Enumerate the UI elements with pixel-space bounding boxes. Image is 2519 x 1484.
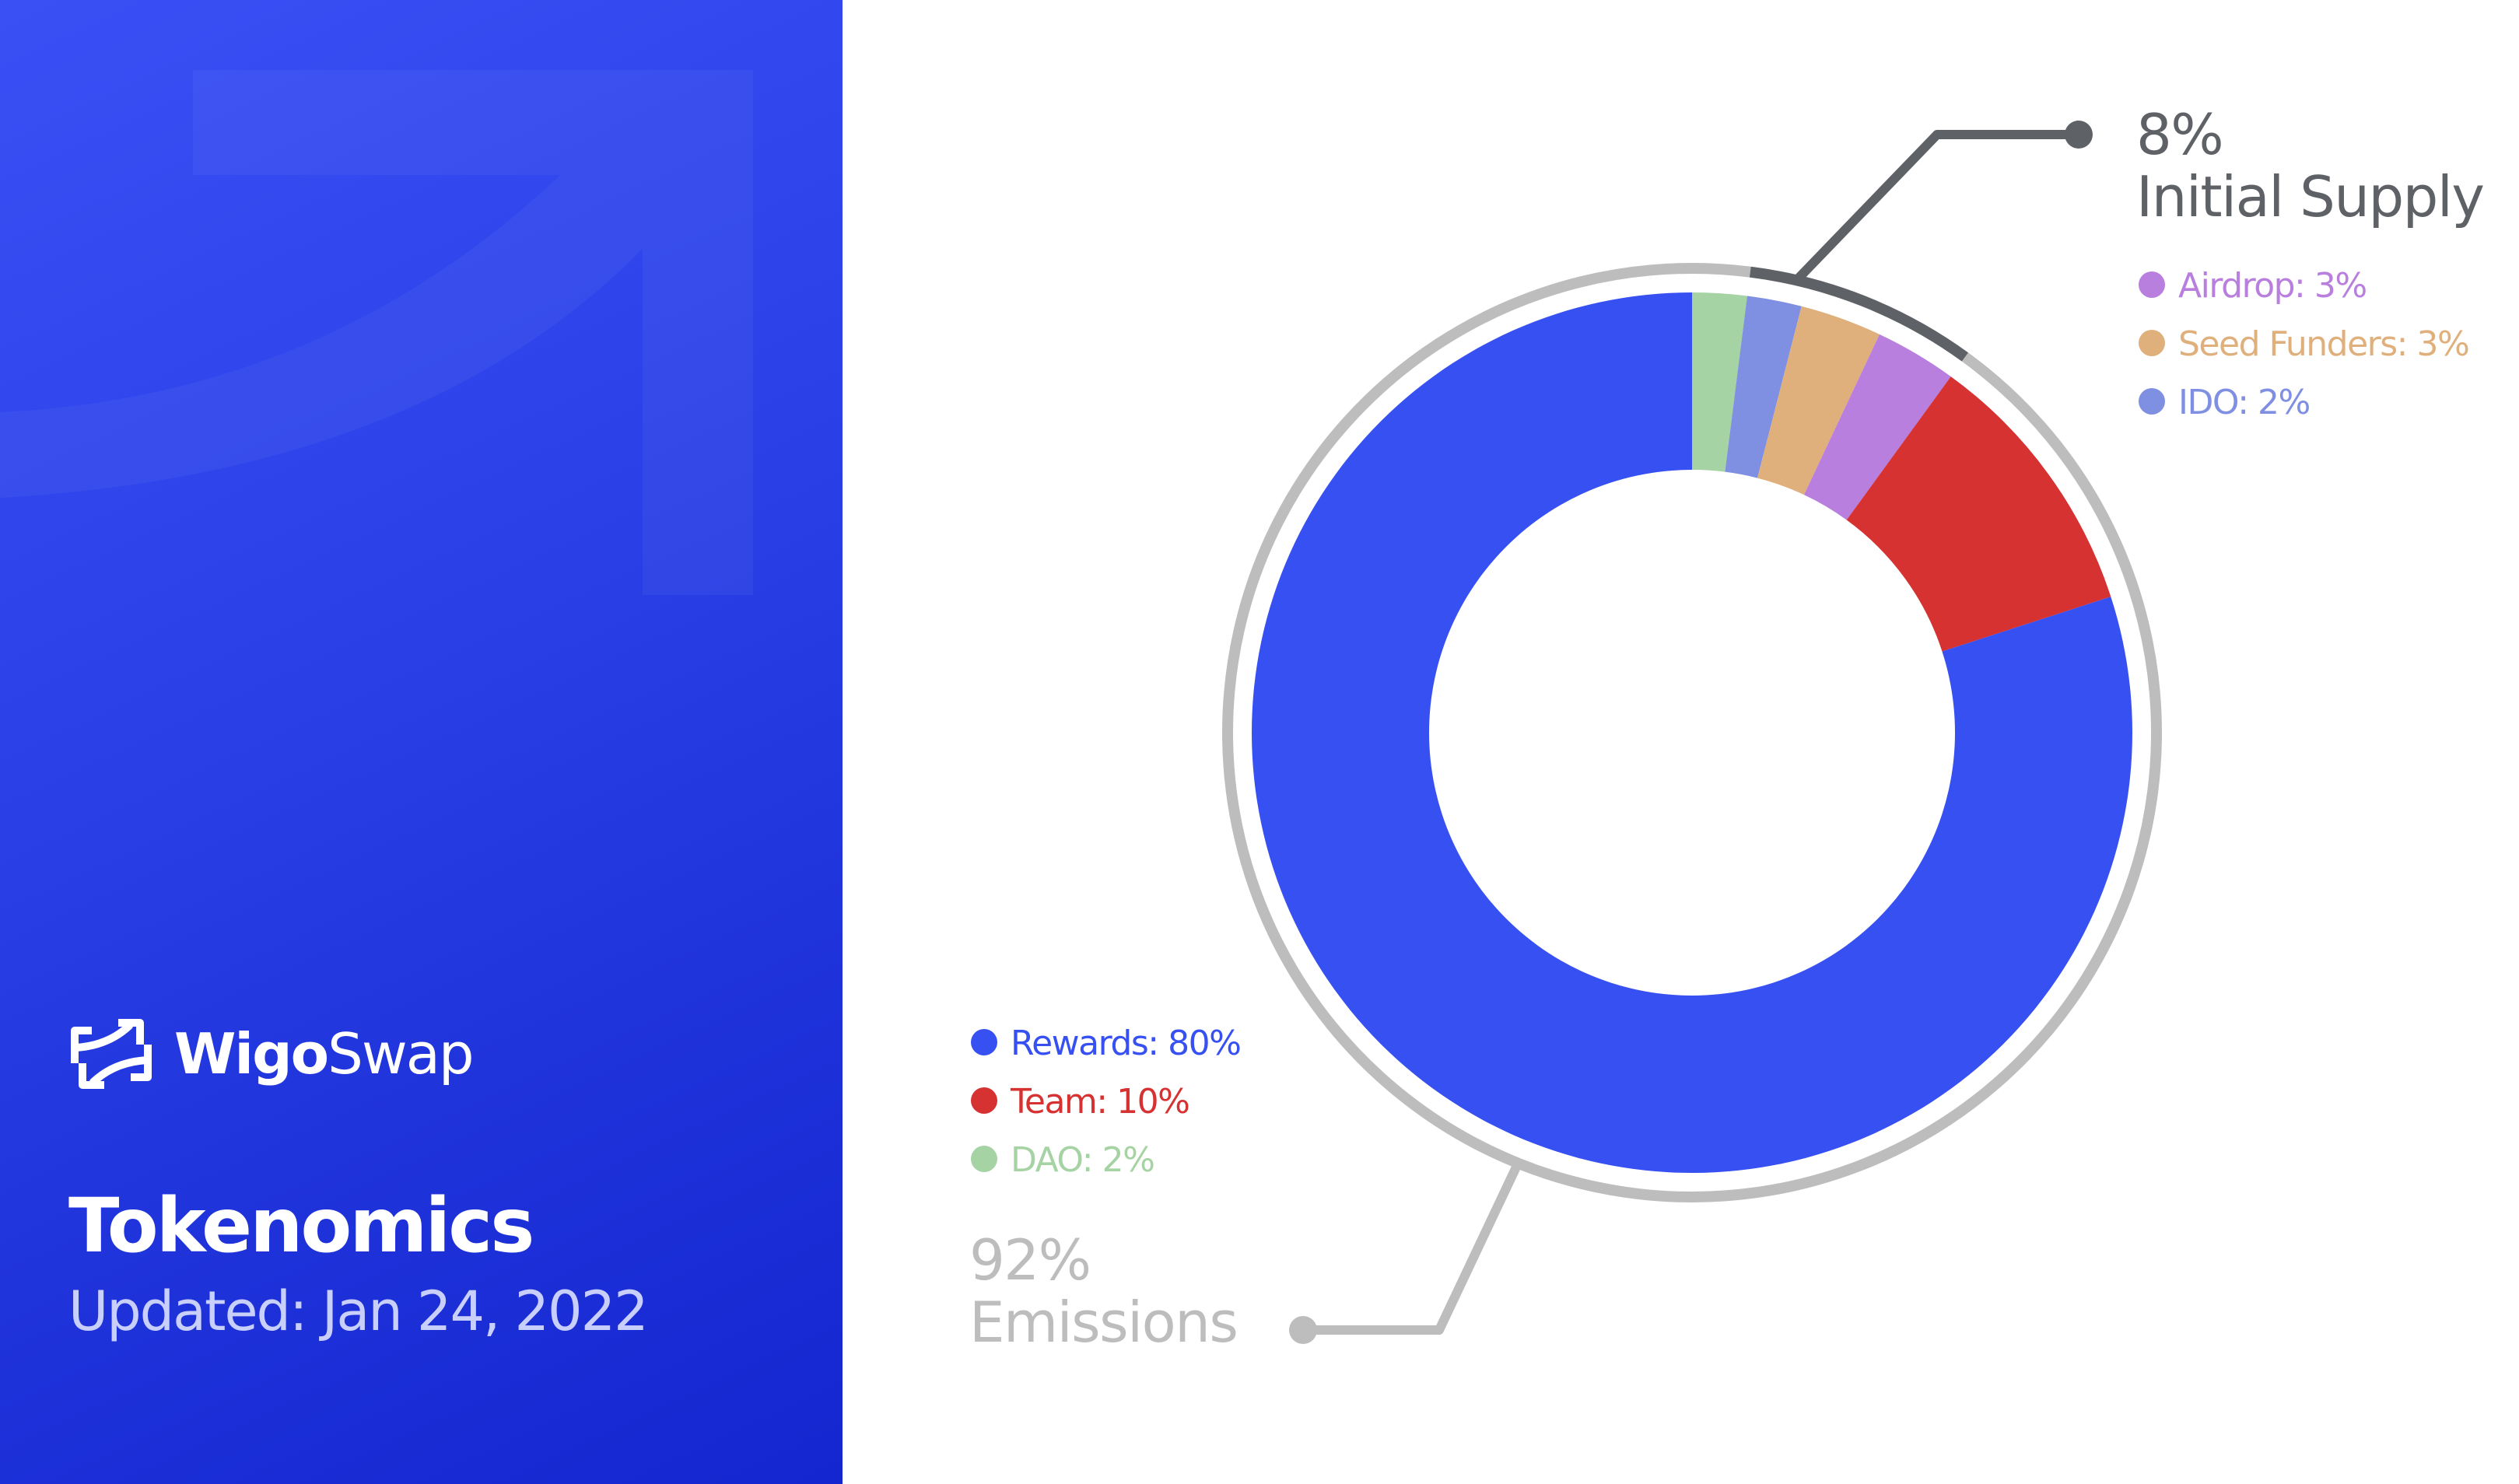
emissions-leader-line (1303, 1160, 1522, 1335)
branding-panel: WigoSwap Tokenomics Updated: Jan 24, 202… (0, 0, 843, 1484)
legend-marker-ido (2139, 388, 2165, 415)
initial-supply-label: Initial Supply (2136, 164, 2483, 229)
legend-label-dao: DAO: 2% (1011, 1140, 1154, 1180)
slice-rewards (1252, 292, 2132, 1173)
initial-supply-ring (1749, 266, 1969, 362)
emissions-ring (1222, 263, 2162, 1202)
slice-dao (1692, 292, 1747, 472)
updated-date: Updated: Jan 24, 2022 (68, 1279, 649, 1343)
slice-seed-funders (1757, 306, 1880, 495)
brand-name: WigoSwap (174, 1021, 475, 1087)
legend-marker-dao (971, 1146, 997, 1172)
page-title: Tokenomics (68, 1182, 534, 1269)
legend-label-rewards: Rewards: 80% (1011, 1024, 1240, 1063)
slice-team (1846, 376, 2111, 652)
legend-marker-team (971, 1087, 997, 1114)
initial-supply-leader-line (1792, 130, 2079, 284)
legend-label-airdrop: Airdrop: 3% (2178, 266, 2367, 306)
legend-marker-airdrop (2139, 271, 2165, 298)
emissions-percent: 92% (969, 1227, 1091, 1293)
initial-supply-leader-dot (2065, 121, 2093, 149)
wigoswap-logo: WigoSwap (68, 1015, 475, 1093)
emissions-label: Emissions (969, 1290, 1237, 1355)
legend-marker-rewards (971, 1029, 997, 1055)
tokenomics-donut-chart: 8%Initial Supply 92%Emissions Airdrop: 3% S… (969, 102, 2485, 1355)
legend-marker-seed-funders (2139, 330, 2165, 356)
slice-airdrop (1803, 334, 1951, 520)
legend-label-ido: IDO: 2% (2178, 383, 2310, 422)
initial-supply-percent: 8% (2136, 102, 2223, 167)
slice-ido (1725, 296, 1802, 478)
legend-label-seed-funders: Seed Funders: 3% (2178, 324, 2468, 364)
emissions-leader-dot (1289, 1316, 1317, 1344)
wigoswap-logo-icon (71, 1019, 152, 1089)
legend-label-team: Team: 10% (1010, 1082, 1189, 1122)
trend-arrow-icon (0, 70, 753, 595)
